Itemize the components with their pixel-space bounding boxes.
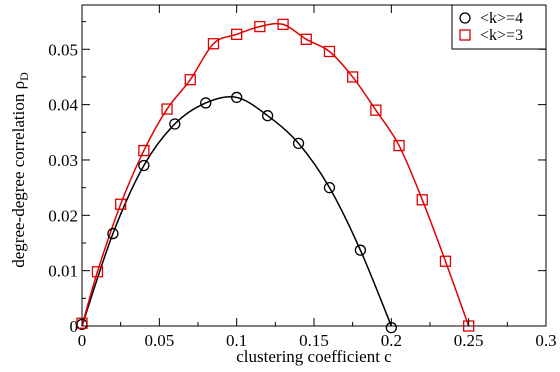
- legend-marker-k4: [459, 12, 471, 24]
- data-point-square: [393, 139, 405, 152]
- x-tick-label: 0: [78, 331, 87, 350]
- fit-curves: [81, 22, 470, 327]
- x-axis-label: clustering coefficient c: [236, 347, 392, 366]
- data-point-circle: [354, 244, 367, 256]
- y-tick-label: 0.01: [48, 262, 78, 281]
- data-point-square: [184, 74, 196, 86]
- data-point-square: [347, 71, 359, 83]
- y-tick-label: 0.04: [48, 96, 78, 115]
- plot-frame: [81, 4, 547, 327]
- data-point-square: [231, 28, 243, 40]
- data-markers: [76, 18, 475, 334]
- y-axis-label: degree-degree correlation ρD: [9, 72, 31, 268]
- legend-label-k3: <k>=3: [480, 27, 523, 44]
- x-tick-label: 0.25: [454, 331, 484, 350]
- y-axis-label-main: degree-degree correlation ρ: [9, 81, 28, 268]
- legend-marker-k3: [459, 29, 471, 41]
- y-tick-label: 0: [70, 317, 79, 336]
- data-point-square: [161, 103, 173, 115]
- x-tick-label: 0.3: [535, 331, 556, 350]
- data-point-circle: [200, 97, 212, 109]
- data-point-square: [254, 20, 266, 33]
- y-tick-label: 0.02: [48, 206, 78, 225]
- data-point-square: [138, 144, 150, 157]
- x-axis-ticks: 0 0.05 0.1 0.15 0.2 0.25 0.3: [78, 5, 557, 350]
- data-point-circle: [107, 227, 119, 240]
- x-tick-label: 0.1: [226, 331, 247, 350]
- data-point-square: [91, 266, 104, 278]
- y-axis-label-subscript: D: [17, 72, 31, 81]
- data-point-circle: [292, 137, 305, 150]
- data-point-circle: [323, 181, 336, 194]
- data-point-square: [439, 255, 452, 267]
- data-point-square: [323, 45, 336, 58]
- data-point-square: [370, 104, 382, 116]
- data-point-square: [115, 198, 127, 210]
- data-point-square: [277, 18, 289, 31]
- y-tick-label: 0.05: [48, 40, 78, 59]
- data-point-square: [300, 33, 312, 45]
- data-point-circle: [261, 110, 274, 122]
- y-axis-ticks: 0 0.01 0.02 0.03 0.04 0.05: [48, 21, 546, 336]
- x-tick-label: 0.05: [144, 331, 174, 350]
- x-tick-label: 0.2: [381, 331, 402, 350]
- fit-curve-1: [81, 22, 470, 327]
- legend: <k>=4 <k>=3: [451, 4, 547, 50]
- data-point-circle: [231, 91, 243, 104]
- y-tick-label: 0.03: [48, 151, 78, 170]
- data-point-circle: [169, 118, 181, 130]
- data-point-square: [416, 194, 428, 206]
- x-tick-label: 0.15: [299, 331, 329, 350]
- data-point-circle: [138, 159, 150, 172]
- legend-label-k4: <k>=4: [480, 10, 523, 27]
- legend-box: [451, 4, 547, 50]
- fit-curve-0: [81, 96, 393, 327]
- data-point-square: [207, 38, 220, 50]
